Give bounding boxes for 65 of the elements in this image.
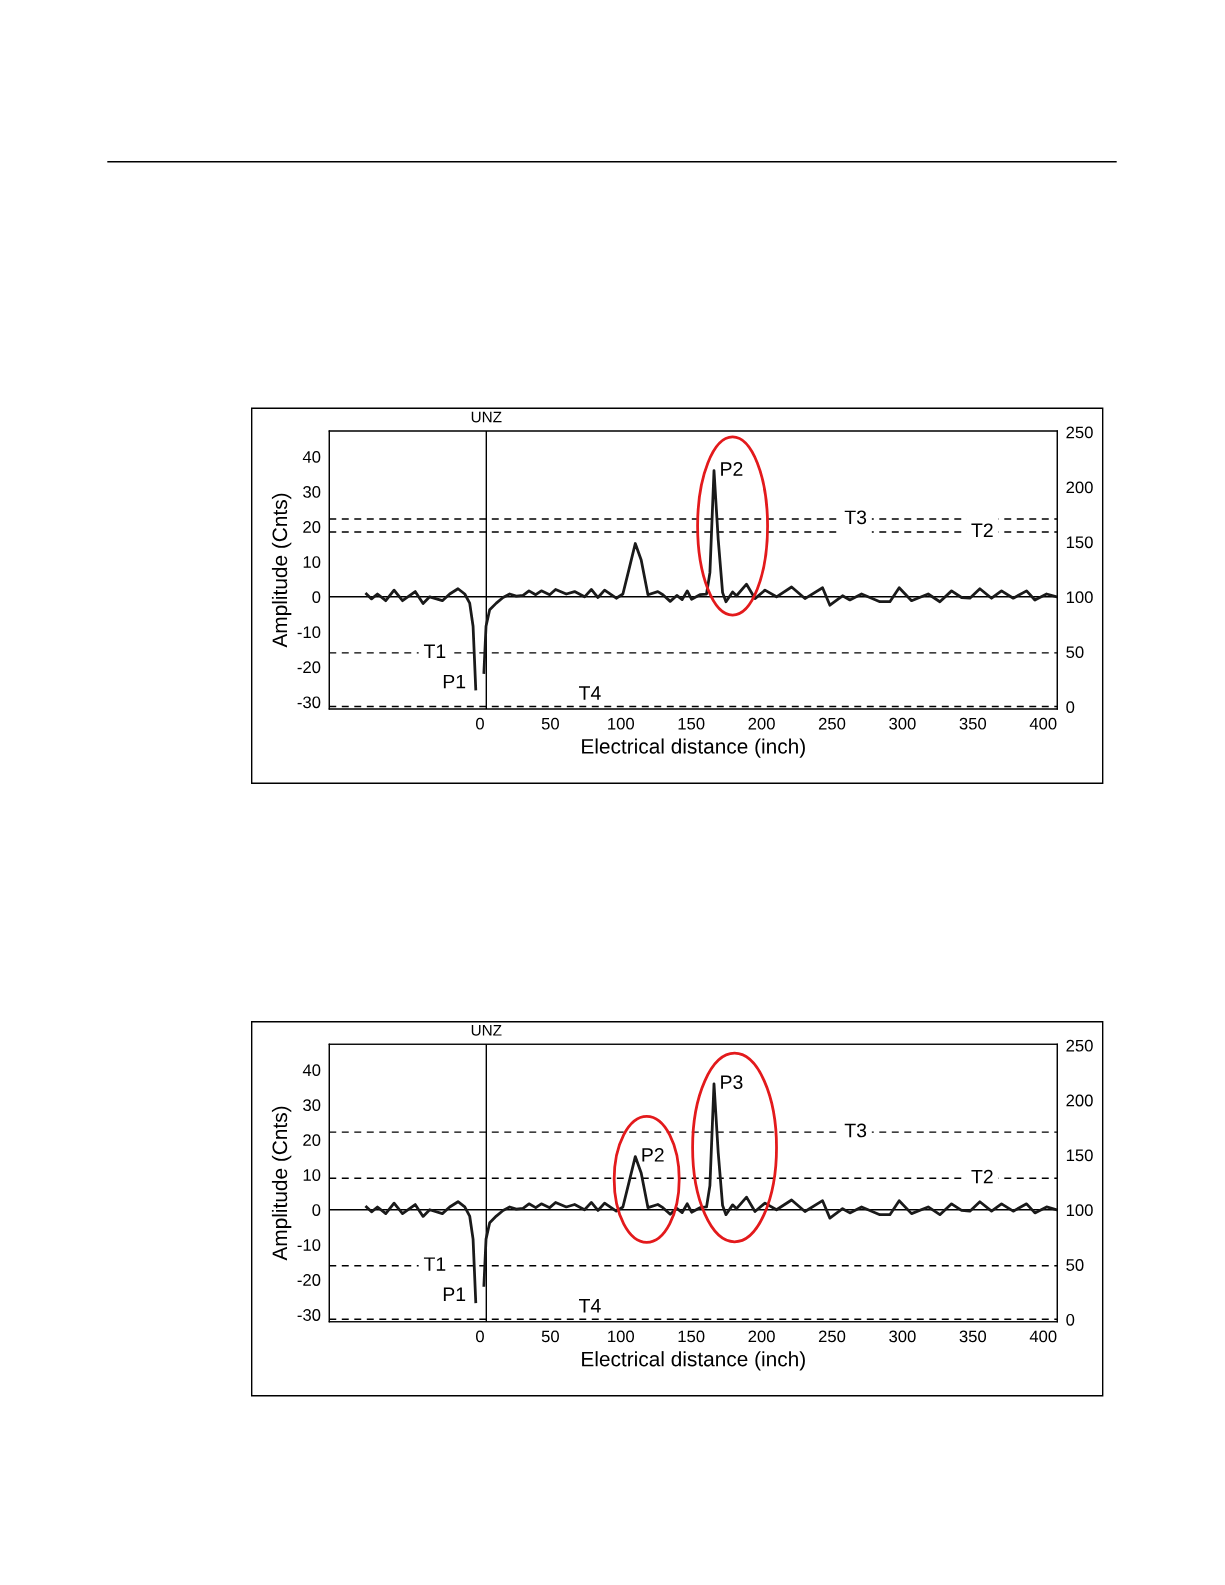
y-axis-title: Amplitude (Cnts) xyxy=(271,1106,292,1261)
x-tick-label: 350 xyxy=(959,717,987,730)
y2-tick-label: 250 xyxy=(1066,1039,1093,1052)
x-tick-label: 100 xyxy=(608,1330,635,1343)
annotation: P2 xyxy=(721,462,743,476)
ref-line-label: T3 xyxy=(844,510,867,525)
x-axis-title: Electrical distance (inch) xyxy=(582,738,805,758)
ref-line-label: T2 xyxy=(971,1169,993,1184)
x-tick-label: 400 xyxy=(1029,717,1057,730)
y2-tick-label: 0 xyxy=(1066,1313,1075,1326)
y-tick-label: 40 xyxy=(302,1064,321,1077)
y2-tick-label: 200 xyxy=(1066,1094,1093,1107)
y2-tick-label: 0 xyxy=(1066,701,1075,714)
y-tick-label: -30 xyxy=(297,1309,321,1321)
x-tick-label: 250 xyxy=(818,1330,846,1343)
y-tick-label: 30 xyxy=(303,486,321,498)
x-tick-label: 300 xyxy=(889,1330,916,1343)
y2-tick-label: 100 xyxy=(1066,591,1093,604)
y-tick-label: 10 xyxy=(303,1169,321,1181)
ref-line-label: T4 xyxy=(579,686,601,700)
y-tick-label: 0 xyxy=(312,591,321,604)
y2-tick-label: 150 xyxy=(1066,536,1093,549)
y-tick-label: -10 xyxy=(297,626,321,639)
ref-line-label: T4 xyxy=(579,1299,601,1313)
annotation: P3 xyxy=(721,1075,743,1090)
y2-tick-label: 50 xyxy=(1066,646,1084,659)
y-tick-label: -20 xyxy=(297,661,321,674)
y-tick-label: 20 xyxy=(303,521,321,533)
x-tick-label: 150 xyxy=(678,717,705,730)
annotation: P1 xyxy=(443,674,466,689)
y-tick-label: 0 xyxy=(312,1204,321,1216)
x-tick-label: 250 xyxy=(818,717,846,730)
y2-tick-label: 200 xyxy=(1066,481,1093,494)
x-tick-label: 350 xyxy=(959,1330,987,1343)
x-tick-label: 200 xyxy=(748,1330,775,1343)
y-tick-label: -10 xyxy=(297,1239,321,1251)
ref-line-label: T3 xyxy=(844,1123,867,1138)
y-tick-label: -30 xyxy=(297,696,321,709)
x-tick-label: 0 xyxy=(475,717,484,730)
ref-line-label: T1 xyxy=(423,1257,446,1271)
ref-line-label: T2 xyxy=(971,523,993,537)
ref-line-label: UNZ xyxy=(471,1025,502,1036)
x-tick-label: 0 xyxy=(475,1330,484,1343)
x-tick-label: 50 xyxy=(541,1330,559,1343)
y2-tick-label: 150 xyxy=(1066,1149,1093,1162)
y2-tick-label: 250 xyxy=(1066,426,1093,439)
y-axis-title: Amplitude (Cnts) xyxy=(271,493,292,648)
y-tick-label: 30 xyxy=(303,1099,321,1112)
x-axis-title: Electrical distance (inch) xyxy=(582,1351,805,1371)
annotation: P1 xyxy=(443,1287,466,1301)
y-tick-label: 10 xyxy=(303,556,321,568)
ref-line-label: UNZ xyxy=(471,411,502,423)
y-tick-label: 20 xyxy=(303,1134,321,1146)
x-tick-label: 300 xyxy=(889,717,916,730)
x-tick-label: 400 xyxy=(1029,1330,1057,1343)
x-tick-label: 100 xyxy=(608,717,635,730)
y2-tick-label: 100 xyxy=(1066,1204,1093,1217)
y-tick-label: 40 xyxy=(302,450,321,463)
y2-tick-label: 50 xyxy=(1066,1259,1084,1271)
annotation: P2 xyxy=(642,1148,664,1162)
x-tick-label: 150 xyxy=(678,1330,705,1343)
x-tick-label: 50 xyxy=(541,717,559,730)
y-tick-label: -20 xyxy=(297,1274,321,1286)
x-tick-label: 200 xyxy=(748,717,775,730)
ref-line-label: T1 xyxy=(423,644,446,658)
